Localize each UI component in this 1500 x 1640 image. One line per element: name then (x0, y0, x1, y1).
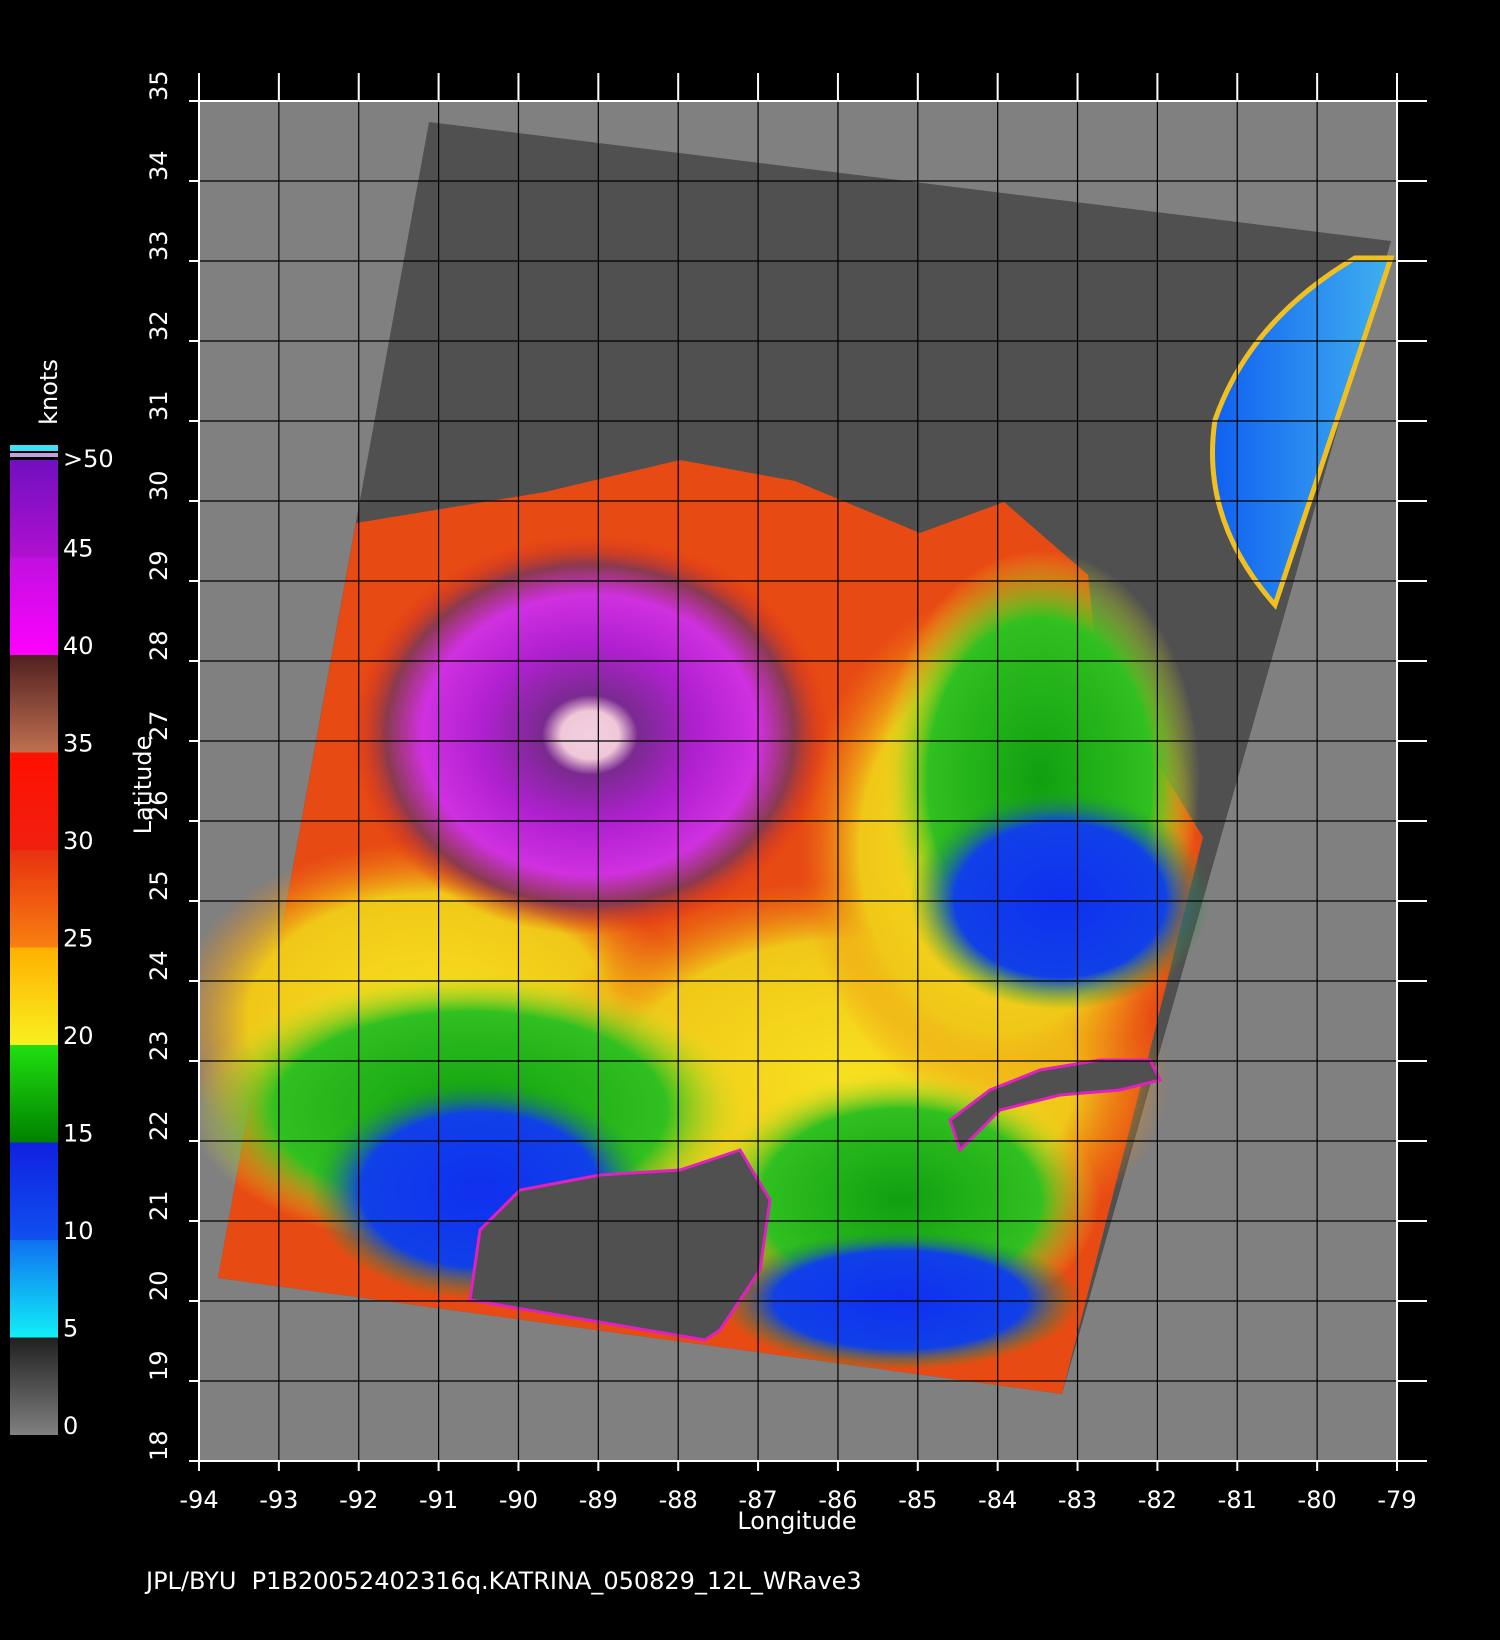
footer: JPL/BYU P1B20052402316q.KATRINA_050829_1… (144, 1567, 862, 1595)
x-tick-label: -92 (339, 1486, 378, 1514)
colorbar-band (10, 557, 58, 655)
x-tick-label: -82 (1138, 1486, 1177, 1514)
colorbar-band (10, 655, 58, 753)
x-tick-label: -84 (978, 1486, 1017, 1514)
x-tick-label: -81 (1218, 1486, 1257, 1514)
land-cuba (948, 1058, 1163, 1153)
wind-field (720, 1230, 1080, 1370)
colorbar-label: 0 (63, 1412, 78, 1440)
y-tick-label: 22 (145, 1110, 173, 1141)
y-tick-label: 18 (145, 1430, 173, 1461)
x-tick-label: -88 (659, 1486, 698, 1514)
y-tick-label: 24 (145, 950, 173, 981)
y-tick-label: 23 (145, 1030, 173, 1061)
y-tick-label: 29 (145, 550, 173, 581)
x-tick-label: -79 (1377, 1486, 1416, 1514)
y-tick-label: 28 (145, 630, 173, 661)
colorbar-label: 10 (63, 1217, 94, 1245)
y-tick-label: 20 (145, 1270, 173, 1301)
x-tick-label: -94 (179, 1486, 218, 1514)
colorbar-band (10, 752, 58, 850)
colorbar-band (10, 1142, 58, 1240)
colorbar-label: 15 (63, 1120, 94, 1148)
x-tick-label: -83 (1058, 1486, 1097, 1514)
y-tick-label: 30 (145, 470, 173, 501)
colorbar-title: knots (35, 359, 63, 425)
colorbar-band (10, 460, 58, 558)
x-tick-label: -86 (818, 1486, 857, 1514)
colorbar: knots 0 5 10 15 20 25 30 35 40 45 >50 (10, 359, 114, 1440)
colorbar-band (10, 1337, 58, 1435)
x-tick-label: -85 (898, 1486, 937, 1514)
x-tick-label: -89 (579, 1486, 618, 1514)
y-tick-label: 21 (145, 1190, 173, 1221)
x-tick-label: -90 (499, 1486, 538, 1514)
plot-frame (198, 100, 1398, 1462)
y-axis-label: Latitude (129, 736, 157, 835)
x-tick-label: -87 (738, 1486, 777, 1514)
x-tick-label: -93 (259, 1486, 298, 1514)
colorbar-label: 5 (63, 1315, 78, 1343)
atlantic-winds (1210, 255, 1395, 610)
x-axis-label: Longitude (737, 1507, 856, 1535)
hurricane (350, 535, 830, 935)
y-tick-label: 32 (145, 310, 173, 341)
y-tick-label: 31 (145, 390, 173, 421)
wind-field (910, 790, 1210, 1010)
colorbar-band (10, 947, 58, 1045)
colorbar-band (10, 850, 58, 948)
colorbar-label: 35 (63, 730, 94, 758)
colorbar-label: 25 (63, 925, 94, 953)
colorbar-overflow (10, 453, 58, 457)
y-tick-label: 33 (145, 230, 173, 261)
colorbar-label: >50 (63, 445, 114, 473)
y-tick-label: 19 (145, 1350, 173, 1381)
y-tick-label: 26 (145, 790, 173, 821)
colorbar-label: 40 (63, 632, 94, 660)
map-image (199, 101, 1397, 1461)
y-tick-label: 34 (145, 150, 173, 181)
colorbar-band (10, 1045, 58, 1143)
colorbar-band (10, 1240, 58, 1338)
y-tick-label: 27 (145, 710, 173, 741)
x-tick-label: -80 (1298, 1486, 1337, 1514)
y-tick-label: 25 (145, 870, 173, 901)
land-yucatan (468, 1148, 772, 1342)
colorbar-label: 20 (63, 1022, 94, 1050)
y-tick-label: 35 (145, 70, 173, 101)
colorbar-label: 30 (63, 827, 94, 855)
x-tick-label: -91 (419, 1486, 458, 1514)
colorbar-overflow (10, 445, 58, 451)
colorbar-label: 45 (63, 535, 94, 563)
